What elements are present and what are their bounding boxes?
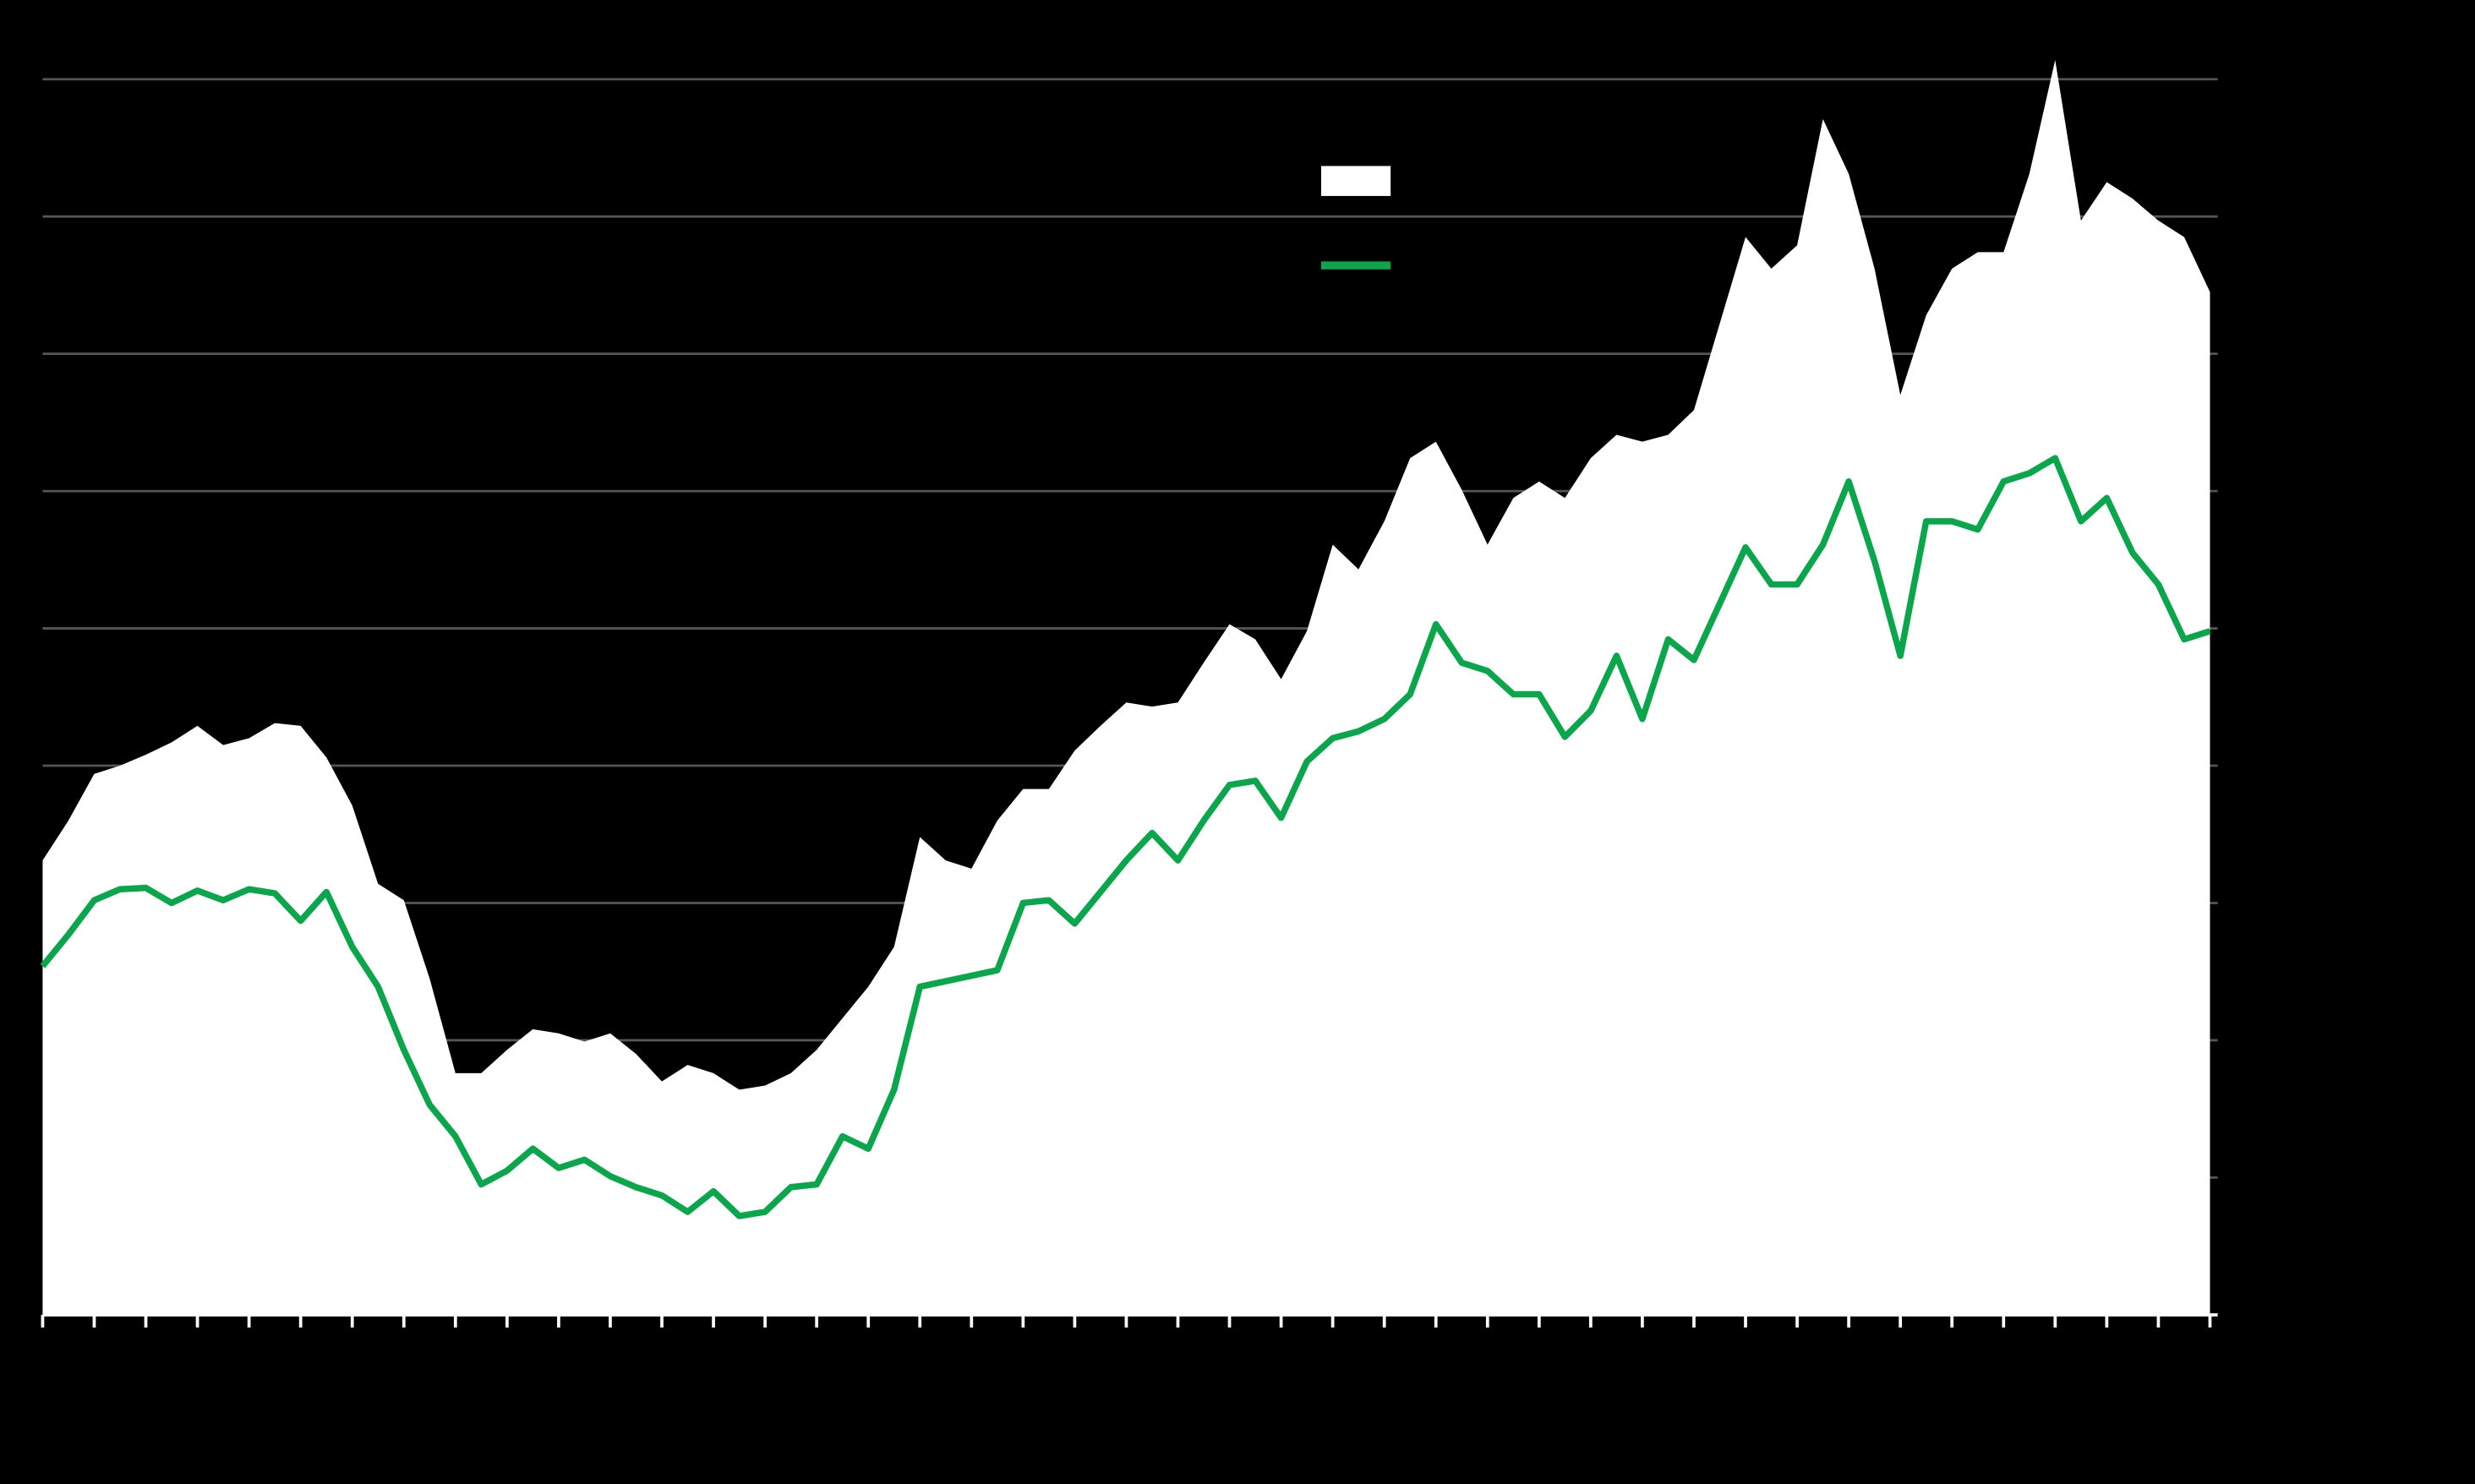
legend-swatch [1320,166,1391,196]
area [42,59,2210,1315]
line [40,455,2211,1219]
